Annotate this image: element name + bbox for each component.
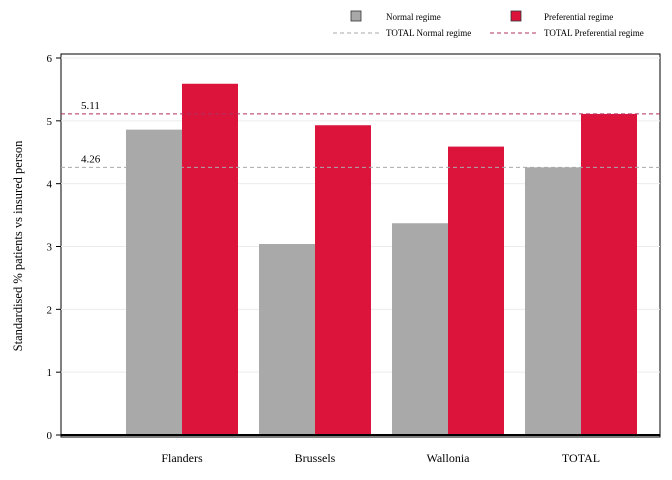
plot-area: 0 1 2 3 4 5 6 Flanders Brussels Wallonia TOTAL 4.26…	[47, 53, 661, 465]
legend: Normal regime Preferential regime TOTAL …	[333, 10, 644, 38]
bar-normal-flanders	[126, 129, 182, 435]
y-tick-label: 4	[47, 179, 53, 191]
bar-normal-wallonia	[392, 223, 448, 435]
y-tick-label: 5	[47, 116, 53, 128]
legend-label-total-preferential: TOTAL Preferential regime	[544, 28, 644, 38]
x-tick-label: Brussels	[295, 451, 336, 465]
reference-line-label-total-normal: 4.26	[81, 153, 101, 165]
legend-swatch-preferential	[510, 10, 522, 22]
y-tick-label: 3	[47, 242, 53, 254]
y-tick-label: 6	[47, 53, 53, 65]
bar-normal-total	[525, 167, 581, 435]
y-tick-label: 1	[47, 367, 53, 379]
legend-label-total-normal: TOTAL Normal regime	[386, 28, 471, 38]
bar-preferential-flanders	[182, 83, 238, 436]
bar-normal-brussels	[259, 243, 315, 435]
bar-preferential-total	[581, 113, 637, 436]
reference-line-label-total-preferential: 5.11	[81, 100, 100, 112]
x-tick-label: Flanders	[161, 451, 203, 465]
bar-preferential-wallonia	[448, 146, 504, 435]
x-tick-label: TOTAL	[562, 451, 600, 465]
legend-label-normal: Normal regime	[386, 12, 441, 22]
bar-preferential-brussels	[315, 125, 371, 436]
y-tick-label: 0	[47, 430, 53, 442]
legend-label-preferential: Preferential regime	[544, 12, 613, 22]
legend-swatch-normal	[350, 10, 362, 22]
y-tick-label: 2	[47, 304, 53, 316]
y-axis-title: Standardised % patients vs insured perso…	[11, 140, 25, 351]
x-tick-label: Wallonia	[426, 451, 470, 465]
